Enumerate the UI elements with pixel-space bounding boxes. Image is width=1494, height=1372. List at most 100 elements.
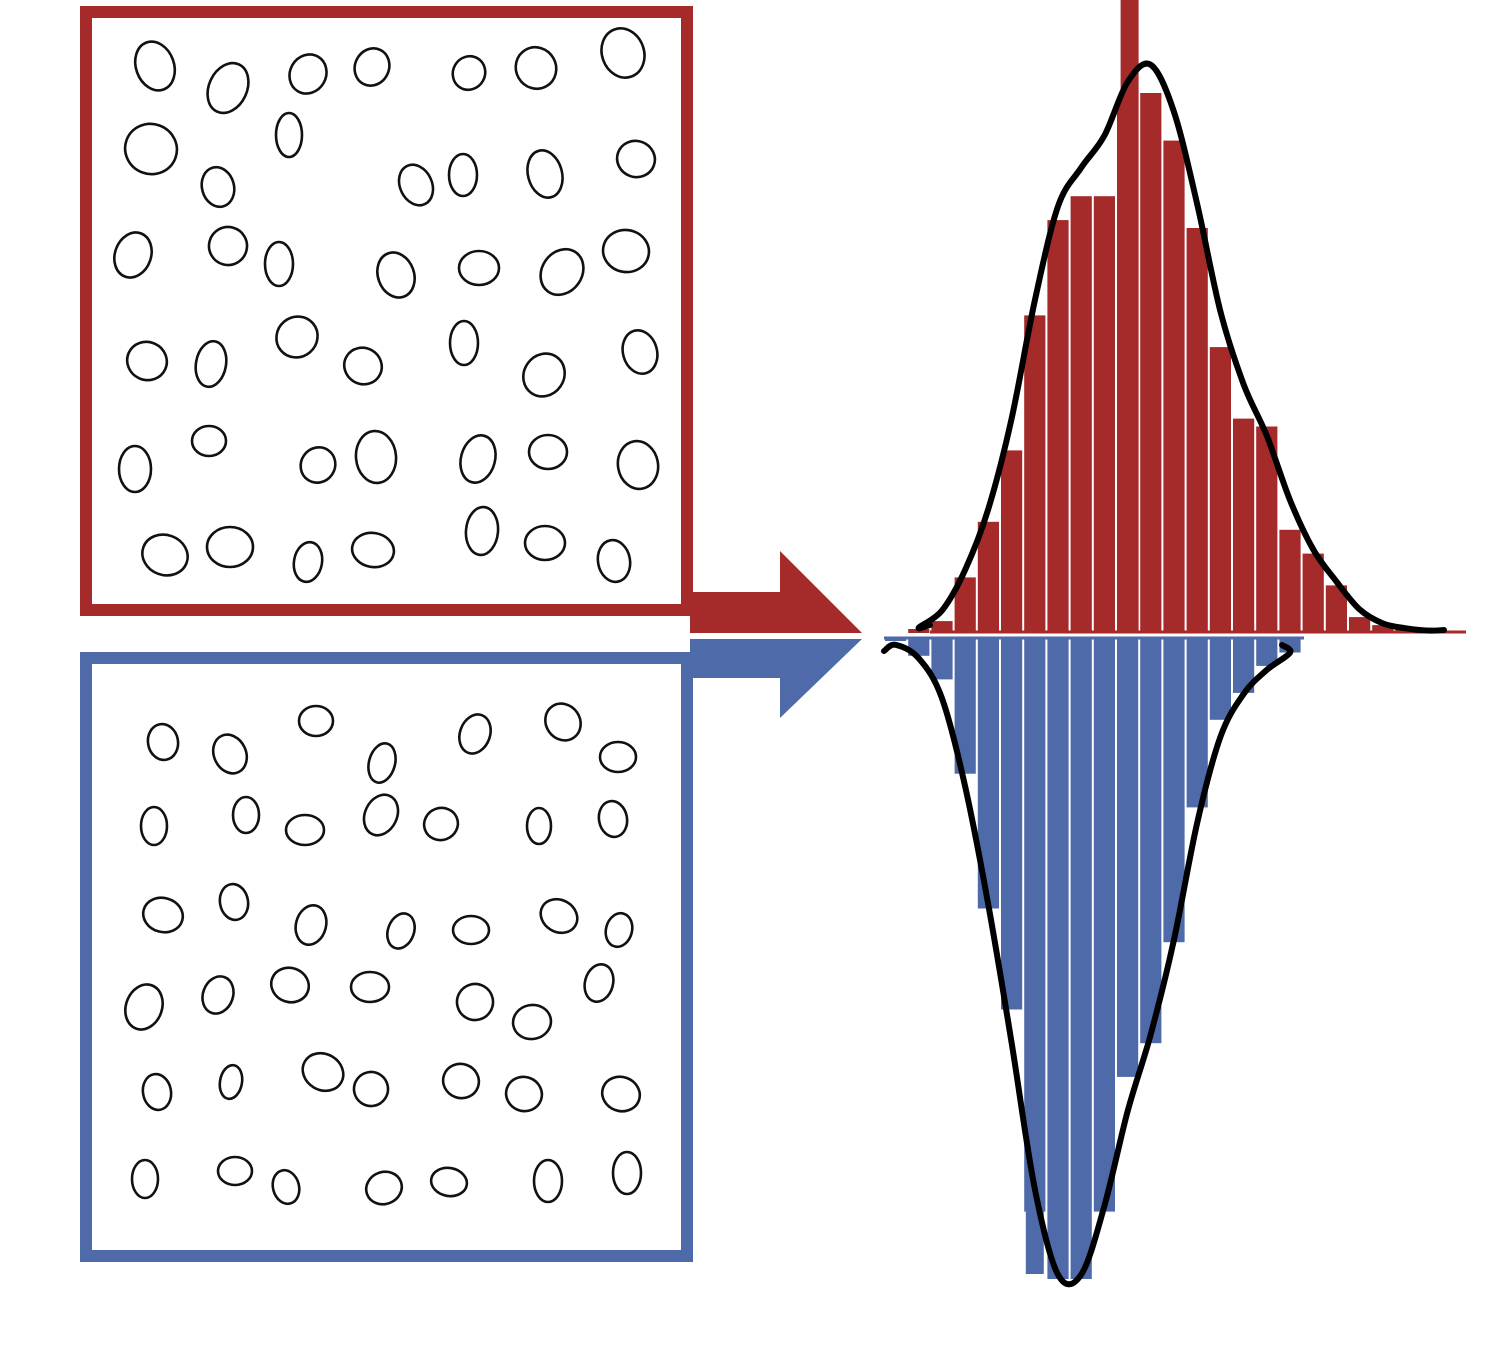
top-ellipse-icon bbox=[275, 315, 319, 359]
bottom-ellipse-icon bbox=[231, 795, 261, 835]
blue-histogram-bar bbox=[1093, 639, 1115, 1212]
red-histogram-bar bbox=[1233, 418, 1255, 633]
top-ellipse-icon bbox=[527, 433, 569, 471]
bottom-ellipse-icon bbox=[583, 962, 615, 1004]
bottom-ellipse-icon bbox=[511, 1003, 553, 1041]
bottom-ellipse-icon bbox=[598, 740, 638, 774]
bottom-ellipse-icon bbox=[441, 1062, 481, 1100]
top-ellipse-icon bbox=[141, 533, 189, 577]
bottom-ellipse-icon bbox=[124, 983, 164, 1031]
top-ellipse-icon bbox=[457, 249, 501, 287]
blue-histogram-bar bbox=[1070, 639, 1092, 1279]
bottom-ellipse-icon bbox=[139, 805, 169, 847]
top-ellipse-icon bbox=[615, 139, 657, 179]
top-ellipse-icon bbox=[448, 319, 480, 367]
red-histogram-bar bbox=[1070, 196, 1092, 633]
bottom-ellipse-icon bbox=[544, 702, 582, 742]
blue-histogram-bar bbox=[977, 639, 999, 909]
red-histogram-bar bbox=[1001, 450, 1023, 633]
bottom-ellipse-icon bbox=[269, 966, 311, 1004]
red-histogram-bar bbox=[1325, 585, 1347, 633]
red-histogram-bar bbox=[931, 621, 953, 633]
top-ellipse-icon bbox=[621, 328, 659, 376]
bottom-ellipse-icon bbox=[141, 896, 185, 934]
bottom-ellipse-icon bbox=[284, 813, 326, 847]
blue-histogram-bar bbox=[1209, 639, 1231, 720]
bottom-ellipse-icon bbox=[297, 704, 335, 738]
red-histogram-bar bbox=[1349, 617, 1371, 633]
bottom-ellipse-icon bbox=[455, 982, 495, 1022]
top-ellipse-icon bbox=[123, 122, 179, 176]
top-ellipse-icon bbox=[601, 228, 651, 274]
bottom-ellipse-icon bbox=[218, 882, 250, 922]
top-ellipse-icon bbox=[376, 251, 416, 299]
bottom-ellipse-icon bbox=[352, 1070, 390, 1108]
blue-histogram-bar bbox=[1140, 639, 1162, 1044]
top-ellipse-icon bbox=[117, 444, 153, 494]
top-ellipse-icon bbox=[194, 339, 228, 389]
top-ellipse-icon bbox=[292, 540, 324, 584]
top-ellipse-icon bbox=[190, 424, 228, 458]
red-histogram-bar bbox=[1047, 220, 1069, 633]
blue-mode-marker bbox=[1025, 639, 1044, 1274]
red-density-curve bbox=[915, 60, 1447, 634]
bottom-ellipse-icon bbox=[216, 1155, 254, 1187]
bottom-ellipse-icon bbox=[141, 1072, 173, 1112]
bottom-ellipse-icon bbox=[604, 911, 634, 949]
top-ellipse-icon bbox=[539, 247, 585, 297]
bottom-ellipse-icon bbox=[532, 1158, 564, 1204]
bottom-ellipse-icon bbox=[362, 793, 400, 837]
top-ellipse-icon bbox=[274, 111, 304, 159]
top-ellipse-icon bbox=[616, 439, 660, 491]
red-histogram-bar bbox=[1024, 315, 1046, 633]
bottom-right-arrow-icon bbox=[690, 639, 862, 718]
bottom-ellipse-icon bbox=[422, 806, 460, 842]
density-curves bbox=[881, 60, 1447, 1288]
red-histogram-bar bbox=[954, 577, 976, 633]
red-histogram-bar bbox=[1372, 625, 1394, 633]
bottom-ellipse-icon bbox=[211, 733, 249, 775]
top-ellipse-icon bbox=[353, 47, 391, 87]
bottom-ellipse-icon bbox=[294, 903, 328, 947]
top-ellipse-icon bbox=[354, 429, 398, 485]
blue-histogram-bar bbox=[931, 639, 953, 680]
bottom-ellipse-icon bbox=[386, 912, 416, 950]
bottom-ellipse-icon bbox=[218, 1063, 244, 1101]
red-histogram-bar bbox=[1163, 140, 1185, 633]
top-ellipse-icon bbox=[451, 54, 487, 92]
blue-histogram-bar bbox=[954, 639, 976, 774]
top-ellipse-icon bbox=[447, 152, 479, 198]
bottom-ellipse-icon bbox=[504, 1075, 544, 1113]
red-histogram-bar bbox=[1279, 529, 1301, 633]
bottom-ellipse-icon bbox=[364, 1170, 404, 1206]
bottom-ellipse-icon bbox=[451, 914, 491, 946]
histogram-baseline bbox=[884, 0, 1466, 1274]
blue-histogram-bar bbox=[1047, 639, 1069, 1279]
bottom-ellipse-icon bbox=[301, 1051, 345, 1093]
top-right-arrow-icon bbox=[690, 551, 862, 633]
blue-histogram-bar bbox=[1117, 639, 1139, 1077]
top-sample-panel bbox=[80, 6, 693, 616]
top-ellipse-icon bbox=[397, 163, 435, 207]
top-ellipse-icon bbox=[459, 434, 497, 484]
blue-histogram-bar bbox=[885, 639, 907, 641]
top-ellipse-icon bbox=[206, 61, 250, 115]
top-ellipse-icon bbox=[342, 346, 384, 386]
right-arrow-icon bbox=[690, 639, 862, 718]
right-arrow-icon bbox=[690, 551, 862, 633]
top-ellipse-icon bbox=[600, 27, 646, 79]
top-panel-frame bbox=[80, 6, 693, 616]
top-ellipse-icon bbox=[205, 525, 255, 569]
top-ellipse-icon bbox=[200, 165, 236, 209]
bottom-ellipse-icon bbox=[600, 1075, 642, 1113]
red-histogram-bar bbox=[977, 521, 999, 633]
bottom-ellipse-icon bbox=[130, 1158, 160, 1200]
top-ellipse-icon bbox=[207, 225, 249, 267]
top-ellipse-icon bbox=[113, 231, 153, 279]
top-ellipse-icon bbox=[526, 149, 564, 199]
red-histogram-bar bbox=[1186, 228, 1208, 633]
red-histogram-bar bbox=[1093, 196, 1115, 633]
bottom-ellipse-icon bbox=[349, 970, 391, 1004]
